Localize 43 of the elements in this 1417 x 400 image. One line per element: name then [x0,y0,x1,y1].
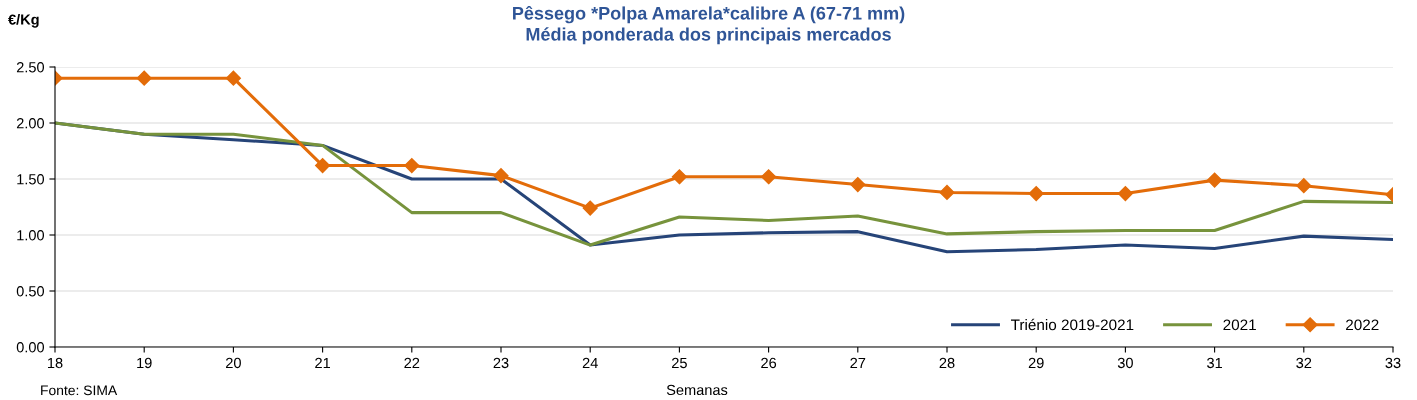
x-axis-title: Semanas [666,384,728,396]
x-tick-label: 18 [48,357,63,369]
legend-label: Triénio 2019-2021 [1010,318,1134,331]
x-tick-label: 24 [582,357,598,368]
point [225,70,241,86]
x-tick-label: 26 [761,357,777,369]
y-tick-label: 0.50 [16,286,45,297]
point [671,169,687,185]
source-note: Fonte: SIMA [41,385,118,396]
point [404,157,420,174]
y-tick-label: 2.00 [16,118,45,129]
point [939,184,955,201]
point [582,200,598,216]
x-tick-label: 23 [493,357,509,369]
x-tick-label: 32 [1296,357,1312,369]
x-tick-label: 31 [1207,357,1222,369]
point [1117,185,1133,202]
point [850,177,866,193]
point [1207,172,1223,188]
point [315,157,331,174]
point [761,169,777,185]
point [1296,178,1312,194]
point [493,168,509,184]
point [136,70,152,86]
y-tick-label: 2.50 [16,62,45,73]
x-tick-label: 30 [1117,357,1133,369]
x-tick-label: 19 [137,357,152,369]
x-tick-label: 27 [850,357,866,368]
x-tick-label: 21 [315,357,330,368]
chart-title: Pêssego *Polpa Amarela*calibre A (67-71 mm) Média ponderada dos principais mercados [513,6,905,45]
x-tick-label: 28 [939,357,955,369]
y-axis-title: €/Kg [8,14,39,28]
x-tick-label: 29 [1028,357,1044,369]
point [1028,185,1044,202]
x-tick-label: 22 [404,357,420,368]
x-tick-label: 33 [1385,357,1401,369]
x-tick-label: 20 [226,357,241,369]
legend-label: 2022 [1346,319,1379,331]
x-tick-label: 25 [672,357,687,369]
y-tick-label: 1.00 [17,230,45,241]
legend-label: 2021 [1223,319,1256,331]
y-tick-label: 1.50 [17,174,45,185]
y-tick-label: 0.00 [16,342,45,353]
